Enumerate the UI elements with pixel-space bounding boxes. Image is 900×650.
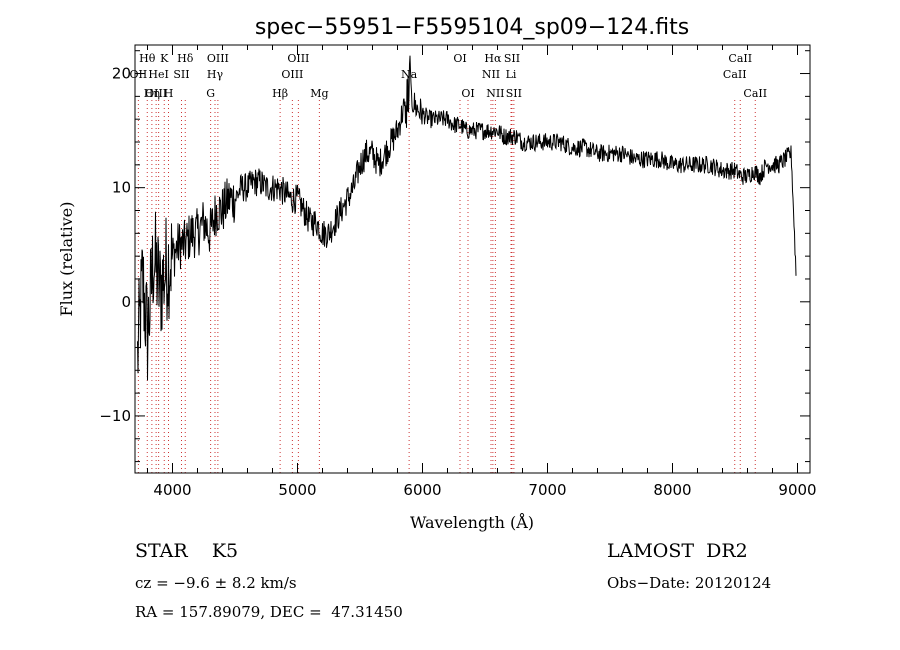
spectral-line-label: Li: [506, 68, 517, 81]
spectral-line-label: OI: [453, 52, 466, 65]
ra-dec-coordinates: RA = 157.89079, DEC = 47.31450: [135, 603, 403, 621]
y-tick-label: 10: [112, 179, 131, 197]
y-axis: −10 0 10 20: [99, 50, 810, 463]
spectral-line-label: NII: [482, 68, 500, 81]
redshift-cz: cz = −9.6 ± 8.2 km/s: [135, 574, 297, 592]
x-axis: 4000 5000 6000 7000 8000 9000: [147, 45, 817, 499]
x-tick-label: 6000: [403, 481, 441, 499]
x-tick-label: 7000: [528, 481, 566, 499]
y-tick-label: 20: [112, 65, 131, 83]
chart-title: spec−55951−F5595104_sp09−124.fits: [255, 15, 689, 40]
spectral-line-label: SII: [173, 68, 189, 81]
spectral-line-label: Hα: [484, 52, 502, 65]
spectral-line-label: G: [206, 87, 215, 100]
spectral-line-label: OIII: [287, 52, 309, 65]
spectral-line-label: OIII: [207, 52, 229, 65]
x-tick-label: 5000: [278, 481, 316, 499]
spectral-line-label: SII: [506, 87, 522, 100]
spectrum-series-line: [137, 55, 797, 381]
spectral-line-label: SII: [504, 52, 520, 65]
spectral-line-label: OII: [130, 68, 148, 81]
spectral-line-label: Hγ: [207, 68, 224, 81]
spectral-line-label: CaII: [743, 87, 767, 100]
y-axis-label: Flux (relative): [57, 202, 76, 317]
y-tick-label: −10: [99, 407, 131, 425]
x-tick-label: 8000: [653, 481, 691, 499]
observation-date: Obs−Date: 20120124: [607, 574, 772, 592]
object-class: STAR K5: [135, 540, 239, 562]
x-tick-label: 4000: [153, 481, 191, 499]
spectral-line-label: OI: [461, 87, 474, 100]
spectral-line-label: HeI: [148, 68, 168, 81]
spectral-line-label: K: [160, 52, 169, 65]
spectral-line-label: Hθ: [139, 52, 156, 65]
spectral-line-label: OIII: [281, 68, 303, 81]
spectral-line-label: Hη: [144, 87, 160, 100]
survey-name: LAMOST DR2: [607, 540, 748, 562]
x-axis-label: Wavelength (Å): [410, 512, 534, 532]
spectrum-chart: spec−55951−F5595104_sp09−124.fits Hθ K Hδ O…: [57, 15, 817, 532]
plot-frame: [134, 44, 811, 474]
spectral-line-label: H: [164, 87, 174, 100]
y-tick-label: 0: [121, 293, 131, 311]
spectral-line-label: Hβ: [272, 87, 288, 100]
x-tick-label: 9000: [778, 481, 816, 499]
spectral-line-label: Mg: [310, 87, 328, 100]
spectral-line-label: CaII: [723, 68, 747, 81]
spectral-line-label: NII: [486, 87, 504, 100]
spectral-line-label: CaII: [728, 52, 752, 65]
spectral-line-label: Hδ: [177, 52, 194, 65]
spectral-line-label: OIII: [145, 87, 167, 100]
